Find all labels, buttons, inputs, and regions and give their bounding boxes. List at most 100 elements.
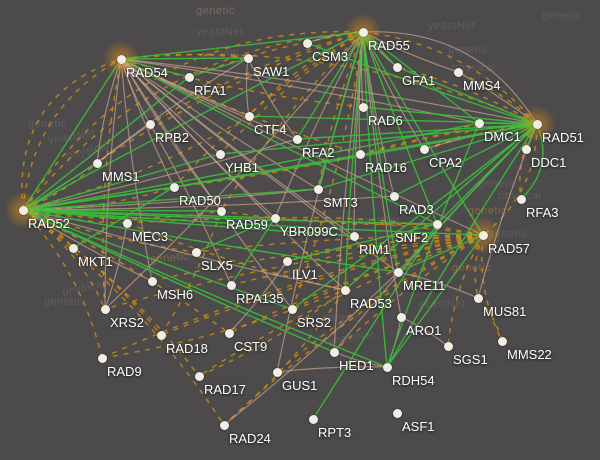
node-RAD55[interactable] <box>358 27 368 37</box>
edge-RDH54-DMC1 <box>386 122 480 368</box>
node-YHB1[interactable] <box>215 149 225 159</box>
edge-RPT3-SNF2 <box>312 223 438 420</box>
node-SRS2[interactable] <box>287 304 297 314</box>
node-XRS2[interactable] <box>100 304 110 314</box>
node-RAD59[interactable] <box>216 206 226 216</box>
edge-RAD57-SRS2 <box>291 234 484 310</box>
node-CST9[interactable] <box>224 328 234 338</box>
node-RDH54[interactable] <box>382 362 392 372</box>
edge-RAD52-RAD55 <box>22 31 364 211</box>
node-CTF4[interactable] <box>244 111 254 121</box>
node-RAD6[interactable] <box>358 102 368 112</box>
node-RIM1[interactable] <box>349 231 359 241</box>
edge-RAD52-RIM1 <box>22 209 355 237</box>
node-DDC1[interactable] <box>521 144 531 154</box>
node-SNF2[interactable] <box>432 219 442 229</box>
node-CSM3[interactable] <box>302 38 312 48</box>
edge-RAD55-RDH54 <box>362 31 388 368</box>
edge-RAD51-CTF4 <box>248 115 538 125</box>
node-ASF1[interactable] <box>392 408 402 418</box>
node-ARO1[interactable] <box>396 312 406 322</box>
node-YBR099C[interactable] <box>270 213 280 223</box>
edge-CPA2-DMC1 <box>423 122 480 150</box>
edge-SAW1-CTF4 <box>245 57 250 117</box>
edge-SAW1-RFA1 <box>188 57 249 78</box>
node-HED1[interactable] <box>329 347 339 357</box>
node-RFA3[interactable] <box>516 194 526 204</box>
node-SMT3[interactable] <box>313 184 323 194</box>
node-MMS22[interactable] <box>497 336 507 346</box>
node-RAD18[interactable] <box>156 330 166 340</box>
edge-XRS2-RAD54 <box>102 58 122 310</box>
node-MMS4[interactable] <box>453 67 463 77</box>
node-RPA135[interactable] <box>226 280 236 290</box>
node-MSH6[interactable] <box>147 276 157 286</box>
edge-RAD54-SMT3 <box>120 58 319 190</box>
node-SAW1[interactable] <box>243 53 253 63</box>
edge-HED1-RDH54 <box>333 351 388 368</box>
edge-RAD55-RAD50 <box>173 31 364 188</box>
node-GUS1[interactable] <box>272 367 282 377</box>
edge-RAD57-RAD9 <box>101 234 484 359</box>
node-GFA1[interactable] <box>392 62 402 72</box>
edge-RAD52-RAD53 <box>22 209 346 291</box>
edge-RAD57-RAD18 <box>160 234 484 336</box>
edge-RAD54-RAD6 <box>120 58 364 108</box>
edge-RAD52-RFA1 <box>22 76 190 211</box>
edge-RAD55-RAD57 <box>362 31 484 236</box>
edge-MKT1-RAD50 <box>72 186 175 249</box>
edge-RDH54-GUS1 <box>276 366 388 373</box>
edge-RAD51-YHB1 <box>219 123 538 155</box>
node-RAD52[interactable] <box>18 205 28 215</box>
edge-RAD57-GUS1 <box>276 234 484 373</box>
node-RFA2[interactable] <box>292 134 302 144</box>
node-RAD57[interactable] <box>478 230 488 240</box>
node-RAD3[interactable] <box>389 191 399 201</box>
node-MEC3[interactable] <box>122 218 132 228</box>
node-MMS1[interactable] <box>92 158 102 168</box>
node-RAD9[interactable] <box>97 353 107 363</box>
edge-RAD55-RPB2 <box>149 31 364 125</box>
node-RAD53[interactable] <box>340 285 350 295</box>
node-RAD17[interactable] <box>194 371 204 381</box>
node-RAD51[interactable] <box>532 119 542 129</box>
edge-RAD9-RAD53 <box>101 289 346 359</box>
node-RAD24[interactable] <box>219 420 229 430</box>
edge-RAD57-SLX5 <box>195 234 484 253</box>
node-RAD16[interactable] <box>355 149 365 159</box>
edge-RAD54-SRS2 <box>120 58 293 310</box>
node-DMC1[interactable] <box>474 118 484 128</box>
node-RFA1[interactable] <box>184 72 194 82</box>
node-MRE11[interactable] <box>393 267 403 277</box>
node-RAD54[interactable] <box>116 54 126 64</box>
edge-RAD54-CTF4 <box>120 58 250 117</box>
edge-RAD52-RAD54 <box>22 58 122 211</box>
edge-RAD52-RAD50 <box>22 186 175 211</box>
edge-RAD52-YHB1 <box>22 153 221 211</box>
edge-RAD24-RAD53 <box>223 289 346 426</box>
edge-RAD52-RAD57 <box>22 209 484 236</box>
edge-RAD57-XRS2 <box>104 234 484 310</box>
node-RPB2[interactable] <box>145 119 155 129</box>
edge-MUS81-MRE11 <box>397 271 479 299</box>
edge-RAD52-RAD54 <box>22 58 122 211</box>
edge-RAD52-SRS2 <box>22 209 293 310</box>
node-MUS81[interactable] <box>473 293 483 303</box>
edge-SAW1-MMS1 <box>96 57 249 164</box>
node-SGS1[interactable] <box>443 341 453 351</box>
edge-SRS2-RAD51 <box>291 123 538 310</box>
node-SLX5[interactable] <box>191 247 201 257</box>
edge-RAD51-RAD57 <box>482 123 538 236</box>
edge-RAD52-RDH54 <box>22 209 388 368</box>
node-RAD50[interactable] <box>169 182 179 192</box>
node-RPT3[interactable] <box>308 414 318 424</box>
node-MKT1[interactable] <box>68 243 78 253</box>
edge-RAD57-MUS81 <box>474 234 484 299</box>
edge-RAD52-XRS2 <box>22 209 106 310</box>
edge-RAD55-ARO1 <box>362 31 402 318</box>
node-ILV1[interactable] <box>282 256 292 266</box>
edge-RAD52-SMT3 <box>22 188 319 211</box>
node-CPA2[interactable] <box>419 144 429 154</box>
